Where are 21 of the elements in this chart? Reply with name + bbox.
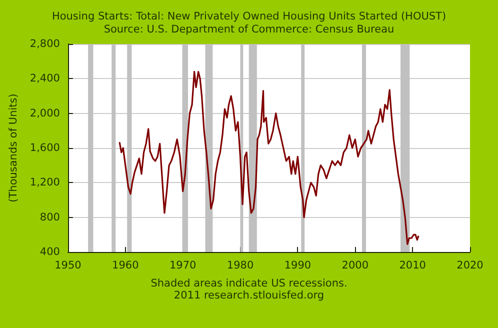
- x-tick-label: 2010: [399, 260, 426, 272]
- y-tick-label: 2,800: [30, 38, 60, 50]
- x-tick-label: 1970: [169, 260, 196, 272]
- text: Shaded areas indicate US recessions.: [150, 278, 348, 290]
- y-tick-label: 1,600: [30, 142, 60, 154]
- chart-title: Housing Starts: Total: New Privately Owned Housing Units Started (HOUST): [52, 10, 446, 22]
- text: 2011 research.stlouisfed.org: [174, 290, 324, 302]
- x-tick-label: 2000: [342, 260, 368, 272]
- y-tick-label: 2,000: [30, 107, 60, 120]
- y-axis-title: (Thousands of Units): [8, 94, 20, 202]
- y-tick-label: 2,400: [30, 72, 60, 85]
- x-tick-label: 1960: [112, 260, 139, 272]
- y-tick-label: 400: [40, 246, 60, 258]
- line-series: [118, 70, 420, 245]
- x-tick-label: 2020: [456, 260, 484, 272]
- y-tick-label: 1,200: [30, 176, 60, 189]
- x-tick-label: 1990: [284, 260, 312, 272]
- y-tick-label: 800: [40, 211, 60, 224]
- x-tick-label: 1980: [226, 260, 254, 272]
- x-tick-label: 1950: [54, 260, 82, 272]
- chart-subtitle: Source: U.S. Department of Commerce: Census Bureau: [104, 24, 394, 36]
